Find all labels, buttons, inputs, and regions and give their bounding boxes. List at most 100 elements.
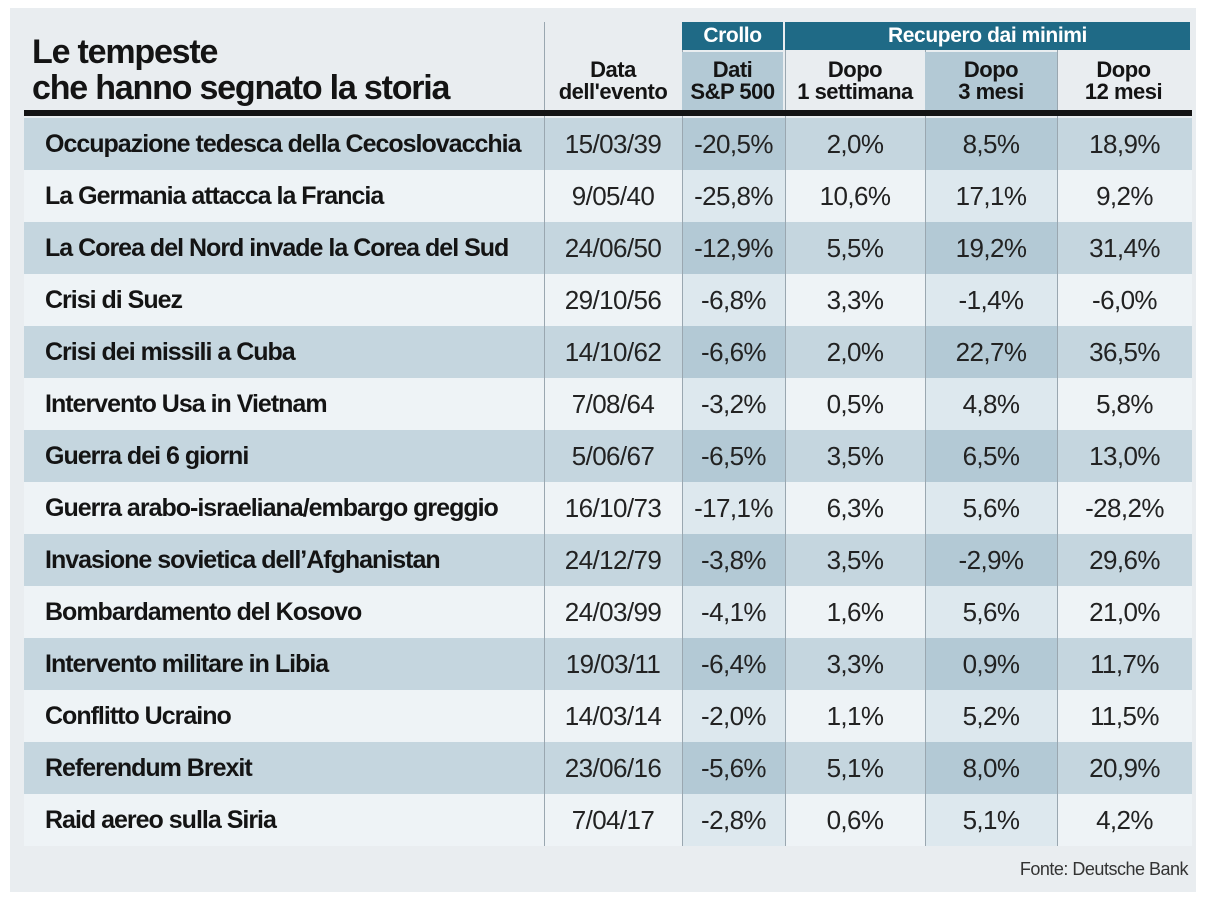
col-header-3m-l1: Dopo — [963, 57, 1019, 82]
cell-week: 3,3% — [785, 638, 925, 690]
col-header-12m: Dopo 12 mesi — [1057, 52, 1190, 110]
cell-event: Occupazione tedesca della Cecoslovacchia — [24, 118, 544, 170]
col-header-3m-l2: 3 mesi — [958, 79, 1024, 104]
cell-date: 14/10/62 — [544, 326, 682, 378]
cell-event: La Germania attacca la Francia — [24, 170, 544, 222]
source-note: Fonte: Deutsche Bank — [1019, 859, 1189, 879]
cell-m12: -28,2% — [1057, 482, 1192, 534]
cell-event: Referendum Brexit — [24, 742, 544, 794]
cell-event: Crisi dei missili a Cuba — [24, 326, 544, 378]
cell-m3: 5,6% — [925, 482, 1057, 534]
cell-sp500: -3,2% — [682, 378, 785, 430]
cell-m3: -1,4% — [925, 274, 1057, 326]
cell-m3: 22,7% — [925, 326, 1057, 378]
data-table: Occupazione tedesca della Cecoslovacchia… — [10, 8, 1196, 892]
cell-sp500: -2,0% — [682, 690, 785, 742]
col-header-sp500-l2: S&P 500 — [690, 79, 775, 104]
cell-m12: 9,2% — [1057, 170, 1192, 222]
cell-event: Bombardamento del Kosovo — [24, 586, 544, 638]
chart-title: Le tempeste che hanno segnato la storia — [32, 33, 450, 106]
cell-event: La Corea del Nord invade la Corea del Su… — [24, 222, 544, 274]
cell-m12: 11,7% — [1057, 638, 1192, 690]
cell-week: 3,3% — [785, 274, 925, 326]
cell-date: 5/06/67 — [544, 430, 682, 482]
cell-week: 0,5% — [785, 378, 925, 430]
cell-sp500: -3,8% — [682, 534, 785, 586]
cell-date: 14/03/14 — [544, 690, 682, 742]
cell-m12: 20,9% — [1057, 742, 1192, 794]
cell-sp500: -5,6% — [682, 742, 785, 794]
cell-date: 24/03/99 — [544, 586, 682, 638]
header-rule — [24, 110, 1192, 116]
cell-date: 9/05/40 — [544, 170, 682, 222]
cell-date: 24/12/79 — [544, 534, 682, 586]
cell-week: 0,6% — [785, 794, 925, 846]
title-line-1: Le tempeste — [32, 33, 218, 71]
cell-sp500: -6,5% — [682, 430, 785, 482]
cell-m3: 6,5% — [925, 430, 1057, 482]
group-header-crash: Crollo — [682, 22, 783, 50]
cell-event: Guerra dei 6 giorni — [24, 430, 544, 482]
cell-date: 16/10/73 — [544, 482, 682, 534]
col-header-12m-l1: Dopo — [1096, 57, 1151, 82]
cell-week: 3,5% — [785, 534, 925, 586]
cell-sp500: -20,5% — [682, 118, 785, 170]
cell-m12: 4,2% — [1057, 794, 1192, 846]
column-divider — [1057, 22, 1058, 846]
cell-date: 7/08/64 — [544, 378, 682, 430]
cell-week: 1,6% — [785, 586, 925, 638]
col-header-date: Data dell'evento — [544, 52, 682, 110]
cell-m12: 29,6% — [1057, 534, 1192, 586]
cell-m3: 4,8% — [925, 378, 1057, 430]
column-divider — [682, 22, 683, 846]
cell-sp500: -6,8% — [682, 274, 785, 326]
cell-event: Intervento militare in Libia — [24, 638, 544, 690]
cell-m3: 5,1% — [925, 794, 1057, 846]
cell-week: 1,1% — [785, 690, 925, 742]
cell-m12: -6,0% — [1057, 274, 1192, 326]
cell-week: 2,0% — [785, 118, 925, 170]
cell-sp500: -4,1% — [682, 586, 785, 638]
cell-event: Guerra arabo-israeliana/embargo greggio — [24, 482, 544, 534]
cell-week: 5,5% — [785, 222, 925, 274]
cell-m12: 11,5% — [1057, 690, 1192, 742]
column-divider — [544, 22, 545, 846]
cell-date: 15/03/39 — [544, 118, 682, 170]
cell-sp500: -6,4% — [682, 638, 785, 690]
cell-event: Raid aereo sulla Siria — [24, 794, 544, 846]
cell-m3: 19,2% — [925, 222, 1057, 274]
cell-week: 6,3% — [785, 482, 925, 534]
cell-m12: 13,0% — [1057, 430, 1192, 482]
cell-m12: 5,8% — [1057, 378, 1192, 430]
cell-m3: 5,6% — [925, 586, 1057, 638]
cell-date: 29/10/56 — [544, 274, 682, 326]
cell-date: 19/03/11 — [544, 638, 682, 690]
cell-sp500: -6,6% — [682, 326, 785, 378]
cell-date: 23/06/16 — [544, 742, 682, 794]
cell-event: Conflitto Ucraino — [24, 690, 544, 742]
chart-card: Occupazione tedesca della Cecoslovacchia… — [10, 8, 1196, 892]
group-header-recovery: Recupero dai minimi — [785, 22, 1190, 50]
col-header-sp500-l1: Dati — [712, 57, 753, 82]
cell-date: 24/06/50 — [544, 222, 682, 274]
col-header-sp500: Dati S&P 500 — [682, 52, 783, 110]
cell-m12: 31,4% — [1057, 222, 1192, 274]
cell-m3: 17,1% — [925, 170, 1057, 222]
cell-event: Intervento Usa in Vietnam — [24, 378, 544, 430]
cell-m3: 8,0% — [925, 742, 1057, 794]
cell-sp500: -12,9% — [682, 222, 785, 274]
col-header-week-l2: 1 settimana — [797, 79, 913, 104]
cell-m3: -2,9% — [925, 534, 1057, 586]
cell-sp500: -17,1% — [682, 482, 785, 534]
column-divider — [785, 22, 786, 846]
col-header-date-l2: dell'evento — [558, 79, 668, 104]
cell-week: 3,5% — [785, 430, 925, 482]
cell-sp500: -2,8% — [682, 794, 785, 846]
cell-event: Invasione sovietica dell’Afghanistan — [24, 534, 544, 586]
cell-m3: 0,9% — [925, 638, 1057, 690]
cell-event: Crisi di Suez — [24, 274, 544, 326]
cell-sp500: -25,8% — [682, 170, 785, 222]
col-header-week: Dopo 1 settimana — [785, 52, 925, 110]
cell-week: 5,1% — [785, 742, 925, 794]
col-header-12m-l2: 12 mesi — [1084, 79, 1163, 104]
